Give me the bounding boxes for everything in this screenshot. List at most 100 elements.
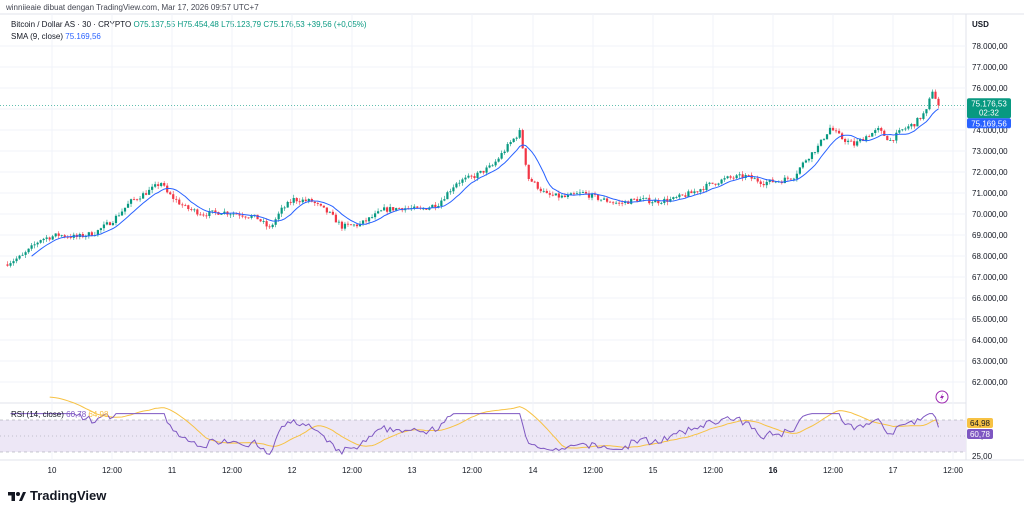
candle-body xyxy=(358,223,362,227)
candle-body xyxy=(39,240,42,243)
candle-body xyxy=(470,175,473,177)
rsi-ma-line xyxy=(49,396,939,449)
candle-body xyxy=(316,203,319,204)
candle-body xyxy=(840,133,844,140)
candle-body xyxy=(651,202,654,204)
candle-body xyxy=(289,201,292,203)
candle-body xyxy=(322,205,325,208)
candle-body xyxy=(193,209,196,211)
candle-body xyxy=(937,98,940,106)
candle-body xyxy=(370,217,374,218)
candle-body xyxy=(169,192,172,195)
candle-body xyxy=(810,152,814,159)
candle-body xyxy=(87,232,90,236)
candle-body xyxy=(657,200,660,204)
time-tick-label: 11 xyxy=(168,466,177,475)
time-tick-label: 16 xyxy=(769,466,778,475)
candle-body xyxy=(554,193,557,196)
candle-body xyxy=(825,134,829,140)
time-axis-ticks: 10 12:00 11 12:00 12 12:00 13 12:00 14 12:00 15 12:… xyxy=(48,14,964,475)
sma-line xyxy=(31,108,939,257)
candle-body xyxy=(425,208,428,210)
tradingview-logo[interactable]: TradingView xyxy=(8,488,106,503)
candle-body xyxy=(608,201,612,203)
candle-body xyxy=(612,202,615,204)
candle-body xyxy=(479,170,482,173)
time-tick-label: 12:00 xyxy=(462,466,483,475)
candle-body xyxy=(181,204,184,206)
candle-body xyxy=(500,153,503,159)
candle-body xyxy=(807,158,811,161)
candle-body xyxy=(925,109,928,114)
candle-body xyxy=(334,214,338,223)
candle-body xyxy=(859,139,862,142)
candle-body xyxy=(413,206,416,209)
time-tick-label: 12:00 xyxy=(222,466,243,475)
candle-body xyxy=(569,193,573,195)
last-price-tag xyxy=(967,98,1011,119)
candle-body xyxy=(542,190,545,192)
candle-body xyxy=(190,209,193,210)
candle-body xyxy=(247,217,250,219)
candle-body xyxy=(33,244,36,246)
candle-body xyxy=(837,130,841,134)
candle-body xyxy=(512,138,515,143)
rsi-line xyxy=(10,412,939,456)
candle-body xyxy=(99,228,103,231)
candle-body xyxy=(123,207,127,212)
candle-body xyxy=(367,217,371,222)
candle-body xyxy=(717,183,720,185)
candle-body xyxy=(642,198,645,200)
price-tick-label: 71.000,00 xyxy=(972,189,1008,198)
candle-body xyxy=(386,207,389,212)
candle-body xyxy=(786,177,789,179)
candle-body xyxy=(901,129,904,131)
candle-body xyxy=(18,255,21,259)
candle-body xyxy=(660,202,663,204)
candle-body xyxy=(566,194,570,198)
candle-body xyxy=(392,207,395,211)
candle-body xyxy=(889,140,892,141)
candle-body xyxy=(804,160,808,163)
candle-body xyxy=(847,140,850,142)
symbol-header: Bitcoin / Dollar AS · 30 · CRYPTO O75.13… xyxy=(11,20,367,29)
candle-body xyxy=(214,210,217,213)
rsi-legend[interactable]: RSI (14, close) 60,78 64,98 xyxy=(11,410,108,419)
candle-body xyxy=(560,195,563,198)
ohlc-close: C75.176,53 xyxy=(263,20,305,29)
candle-body xyxy=(90,232,93,236)
candle-body xyxy=(21,254,24,256)
candle-body xyxy=(621,202,624,204)
time-tick-label: 17 xyxy=(889,466,898,475)
candle-body xyxy=(301,199,304,203)
sma-label: SMA (9, close) xyxy=(11,32,64,41)
candle-body xyxy=(524,148,527,165)
candle-body xyxy=(449,191,452,193)
candle-body xyxy=(66,236,69,238)
candle-body xyxy=(690,191,693,194)
candle-body xyxy=(527,164,530,179)
candle-body xyxy=(633,198,636,200)
candle-body xyxy=(753,178,756,180)
candle-body xyxy=(265,221,268,227)
candle-body xyxy=(834,130,838,132)
candle-body xyxy=(129,199,133,204)
candle-body xyxy=(199,214,202,216)
candle-body xyxy=(488,165,491,168)
candle-body xyxy=(108,222,112,226)
candle-body xyxy=(485,167,488,173)
candle-body xyxy=(548,193,551,195)
candle-body xyxy=(798,167,801,174)
candle-body xyxy=(509,142,512,145)
candle-body xyxy=(883,130,886,136)
candle-body xyxy=(229,214,232,216)
candle-body xyxy=(714,183,717,185)
currency-label[interactable]: USD xyxy=(972,20,989,29)
candle-body xyxy=(916,117,919,127)
candle-body xyxy=(726,176,729,179)
candle-body xyxy=(96,230,99,236)
candle-body xyxy=(434,204,437,208)
candle-body xyxy=(732,177,735,179)
sma-legend[interactable]: SMA (9, close) 75.169,56 xyxy=(11,32,101,41)
